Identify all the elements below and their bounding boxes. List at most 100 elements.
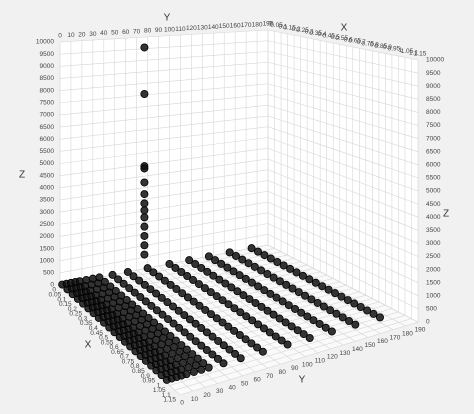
x-tick-label: 0.85 bbox=[375, 43, 388, 50]
z-tick-label: 2500 bbox=[40, 221, 55, 228]
point bbox=[233, 287, 242, 296]
point bbox=[305, 333, 314, 342]
point bbox=[140, 206, 149, 215]
x-tick-label: 0.2 bbox=[68, 306, 77, 313]
x-tick-label: 1.15 bbox=[414, 51, 427, 58]
grid-line bbox=[267, 126, 419, 179]
x-tick-label: 0.3 bbox=[78, 315, 87, 322]
point bbox=[197, 324, 206, 333]
grid-line bbox=[267, 61, 419, 100]
point bbox=[140, 280, 149, 289]
point bbox=[219, 341, 228, 350]
z-tick-label: 4000 bbox=[426, 214, 441, 221]
point bbox=[293, 326, 302, 335]
point bbox=[139, 309, 148, 318]
point bbox=[136, 292, 145, 301]
grid-line bbox=[267, 169, 419, 231]
grid-line bbox=[59, 233, 269, 274]
point bbox=[284, 301, 293, 310]
point bbox=[197, 263, 206, 272]
grid-line bbox=[267, 233, 419, 310]
z-tick-label: 4500 bbox=[40, 172, 55, 179]
point bbox=[224, 322, 233, 331]
x-tick-label: 0.1 bbox=[279, 23, 288, 30]
point bbox=[275, 277, 284, 286]
point bbox=[247, 339, 256, 348]
grid-line bbox=[59, 147, 269, 176]
grid-line bbox=[59, 212, 269, 249]
z-tick-label: 500 bbox=[426, 306, 437, 313]
point bbox=[332, 309, 341, 318]
point bbox=[225, 248, 234, 257]
point bbox=[203, 267, 212, 276]
grid-line bbox=[267, 29, 419, 61]
y-tick-label: 20 bbox=[203, 392, 211, 399]
grid-line bbox=[158, 265, 293, 361]
point bbox=[283, 340, 292, 349]
y-tick-label: 60 bbox=[254, 377, 262, 384]
point bbox=[189, 367, 198, 376]
z-tick-label: 9000 bbox=[426, 83, 441, 90]
point bbox=[209, 271, 218, 280]
grid-line bbox=[267, 147, 419, 205]
point bbox=[202, 328, 211, 337]
z-tick-label: 500 bbox=[43, 270, 54, 277]
point bbox=[171, 336, 180, 345]
point bbox=[111, 286, 120, 295]
grid-line bbox=[267, 115, 419, 166]
point bbox=[313, 298, 322, 307]
grid-line bbox=[179, 321, 419, 396]
x-tick-label: 0.95 bbox=[142, 378, 155, 385]
point bbox=[223, 263, 232, 272]
grid-line bbox=[267, 40, 419, 74]
y-tick-label: 80 bbox=[279, 369, 287, 376]
y-axis-title: Y bbox=[164, 13, 171, 24]
point bbox=[182, 370, 191, 379]
grid-line bbox=[59, 51, 269, 67]
grid-line bbox=[202, 257, 344, 346]
x-tick-label: 0.05 bbox=[270, 22, 283, 29]
x-tick-label: 0.7 bbox=[120, 354, 129, 361]
point bbox=[204, 363, 213, 372]
y-tick-label: 30 bbox=[89, 31, 97, 38]
point bbox=[230, 326, 239, 335]
z-tick-label: 1000 bbox=[426, 293, 441, 300]
point bbox=[158, 310, 167, 319]
point bbox=[301, 291, 310, 300]
point bbox=[281, 318, 290, 327]
point bbox=[305, 275, 314, 284]
point bbox=[247, 244, 256, 253]
grid-line bbox=[267, 72, 419, 113]
point bbox=[129, 272, 138, 281]
y-tick-label: 190 bbox=[263, 21, 274, 28]
point bbox=[247, 278, 256, 287]
y-tick-label: 110 bbox=[175, 26, 186, 33]
x-tick-label: 0.65 bbox=[348, 38, 361, 45]
z-tick-label: 4500 bbox=[426, 201, 441, 208]
point bbox=[140, 190, 149, 199]
point bbox=[326, 306, 335, 315]
point bbox=[186, 332, 195, 341]
x-tick-label: 0.1 bbox=[57, 296, 66, 303]
point bbox=[236, 308, 245, 317]
x-tick-label: 0.55 bbox=[101, 339, 114, 346]
point bbox=[253, 343, 262, 352]
x-tick-label: 0.25 bbox=[296, 27, 309, 34]
point bbox=[315, 319, 324, 328]
point bbox=[169, 319, 178, 328]
point bbox=[165, 259, 174, 268]
grid-line bbox=[245, 248, 394, 330]
point bbox=[174, 306, 183, 315]
z-tick-label: 7000 bbox=[426, 135, 441, 142]
x-axis-title: X bbox=[341, 23, 348, 34]
point bbox=[338, 313, 347, 322]
point bbox=[230, 304, 239, 313]
y-tick-label: 50 bbox=[241, 381, 249, 388]
point bbox=[212, 314, 221, 323]
y-tick-label: 100 bbox=[164, 26, 175, 33]
point bbox=[130, 288, 139, 297]
point bbox=[166, 332, 175, 341]
z-tick-label: 4000 bbox=[40, 185, 55, 192]
y-tick-label: 70 bbox=[133, 28, 141, 35]
